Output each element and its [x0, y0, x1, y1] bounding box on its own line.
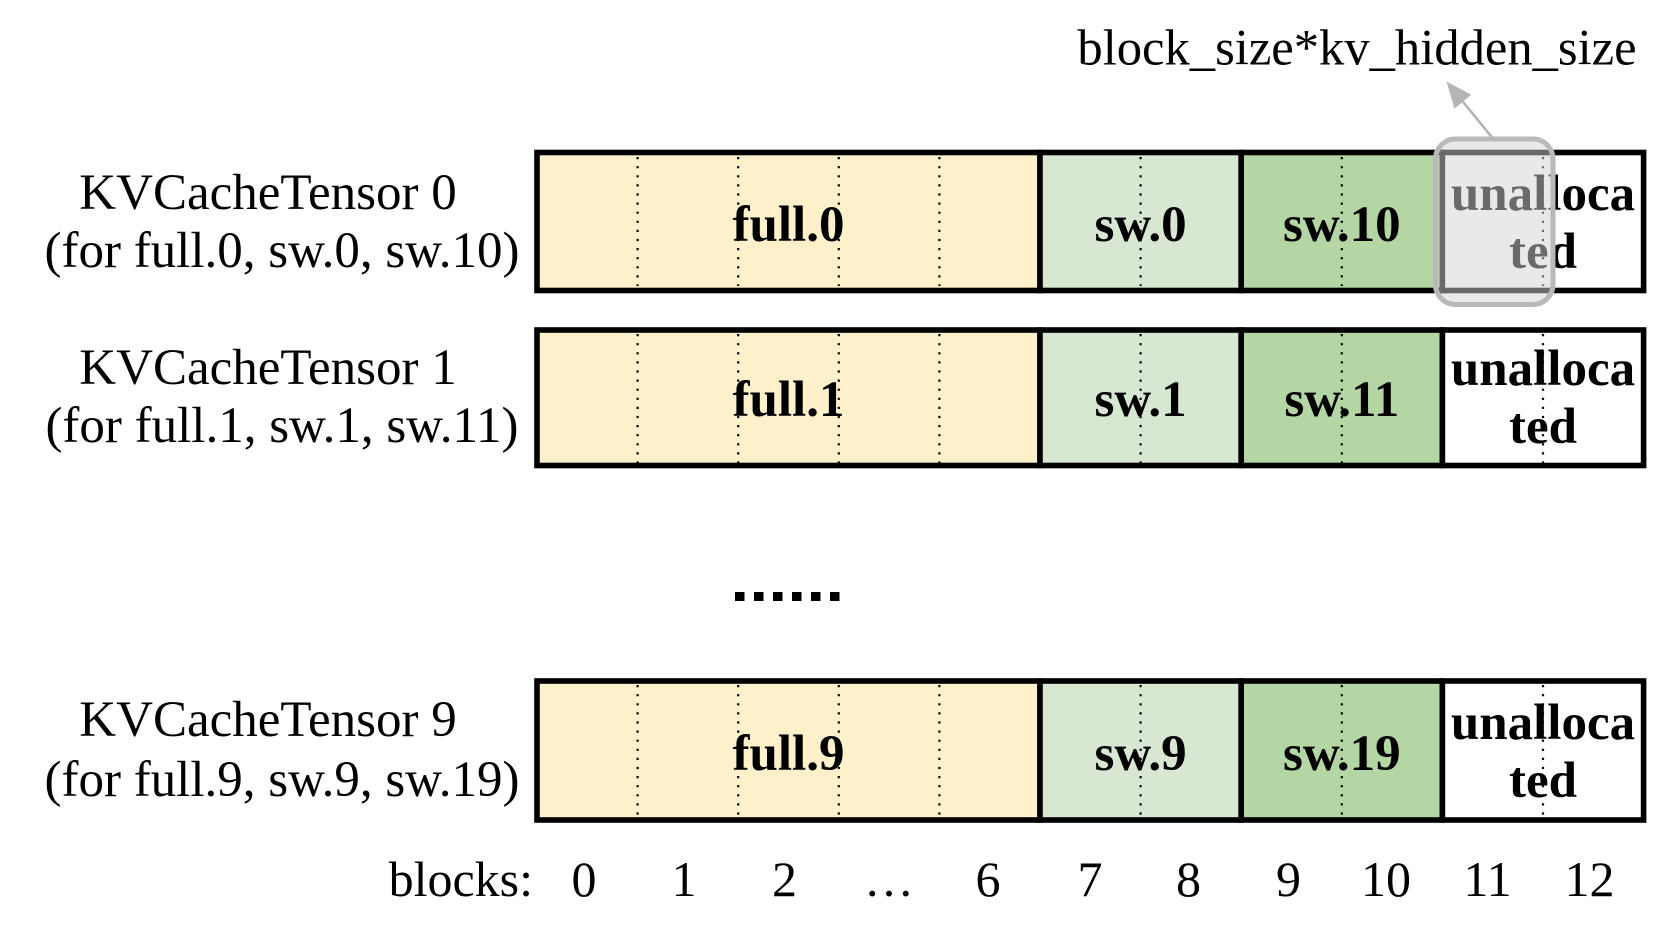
svg-text:sw.9: sw.9: [1095, 726, 1187, 782]
svg-text:full.0: full.0: [733, 197, 845, 253]
svg-text:blocks:: blocks:: [389, 851, 533, 907]
svg-text:ted: ted: [1509, 399, 1577, 455]
svg-text:KVCacheTensor 9: KVCacheTensor 9: [79, 692, 456, 748]
svg-text:9: 9: [1276, 851, 1301, 907]
svg-text:0: 0: [572, 851, 597, 907]
svg-text:1: 1: [672, 851, 697, 907]
svg-text:…: …: [864, 851, 914, 907]
svg-text:full.1: full.1: [733, 372, 845, 428]
svg-text:unalloca: unalloca: [1451, 695, 1635, 751]
svg-text:sw.10: sw.10: [1283, 197, 1401, 253]
svg-text:KVCacheTensor 1: KVCacheTensor 1: [79, 340, 456, 396]
svg-text:full.9: full.9: [733, 726, 845, 782]
svg-text:11: 11: [1463, 851, 1511, 907]
svg-text:KVCacheTensor 0: KVCacheTensor 0: [79, 165, 456, 221]
svg-text:10: 10: [1361, 851, 1411, 907]
svg-text:12: 12: [1565, 851, 1615, 907]
svg-text:8: 8: [1176, 851, 1201, 907]
svg-text:sw.0: sw.0: [1095, 197, 1187, 253]
svg-text:(for full.9, sw.9, sw.19): (for full.9, sw.9, sw.19): [45, 752, 520, 808]
svg-text:sw.19: sw.19: [1283, 726, 1401, 782]
svg-text:6: 6: [976, 851, 1001, 907]
svg-text:sw.1: sw.1: [1095, 372, 1187, 428]
svg-text:ted: ted: [1509, 753, 1577, 809]
svg-text:sw.11: sw.11: [1284, 372, 1399, 428]
svg-text:(for full.1, sw.1, sw.11): (for full.1, sw.1, sw.11): [45, 398, 518, 454]
svg-text:7: 7: [1078, 851, 1103, 907]
svg-text:block_size*kv_hidden_size: block_size*kv_hidden_size: [1077, 20, 1636, 76]
svg-text:unalloca: unalloca: [1451, 341, 1635, 397]
svg-text:2: 2: [772, 851, 797, 907]
svg-text:(for full.0, sw.0, sw.10): (for full.0, sw.0, sw.10): [45, 223, 520, 279]
